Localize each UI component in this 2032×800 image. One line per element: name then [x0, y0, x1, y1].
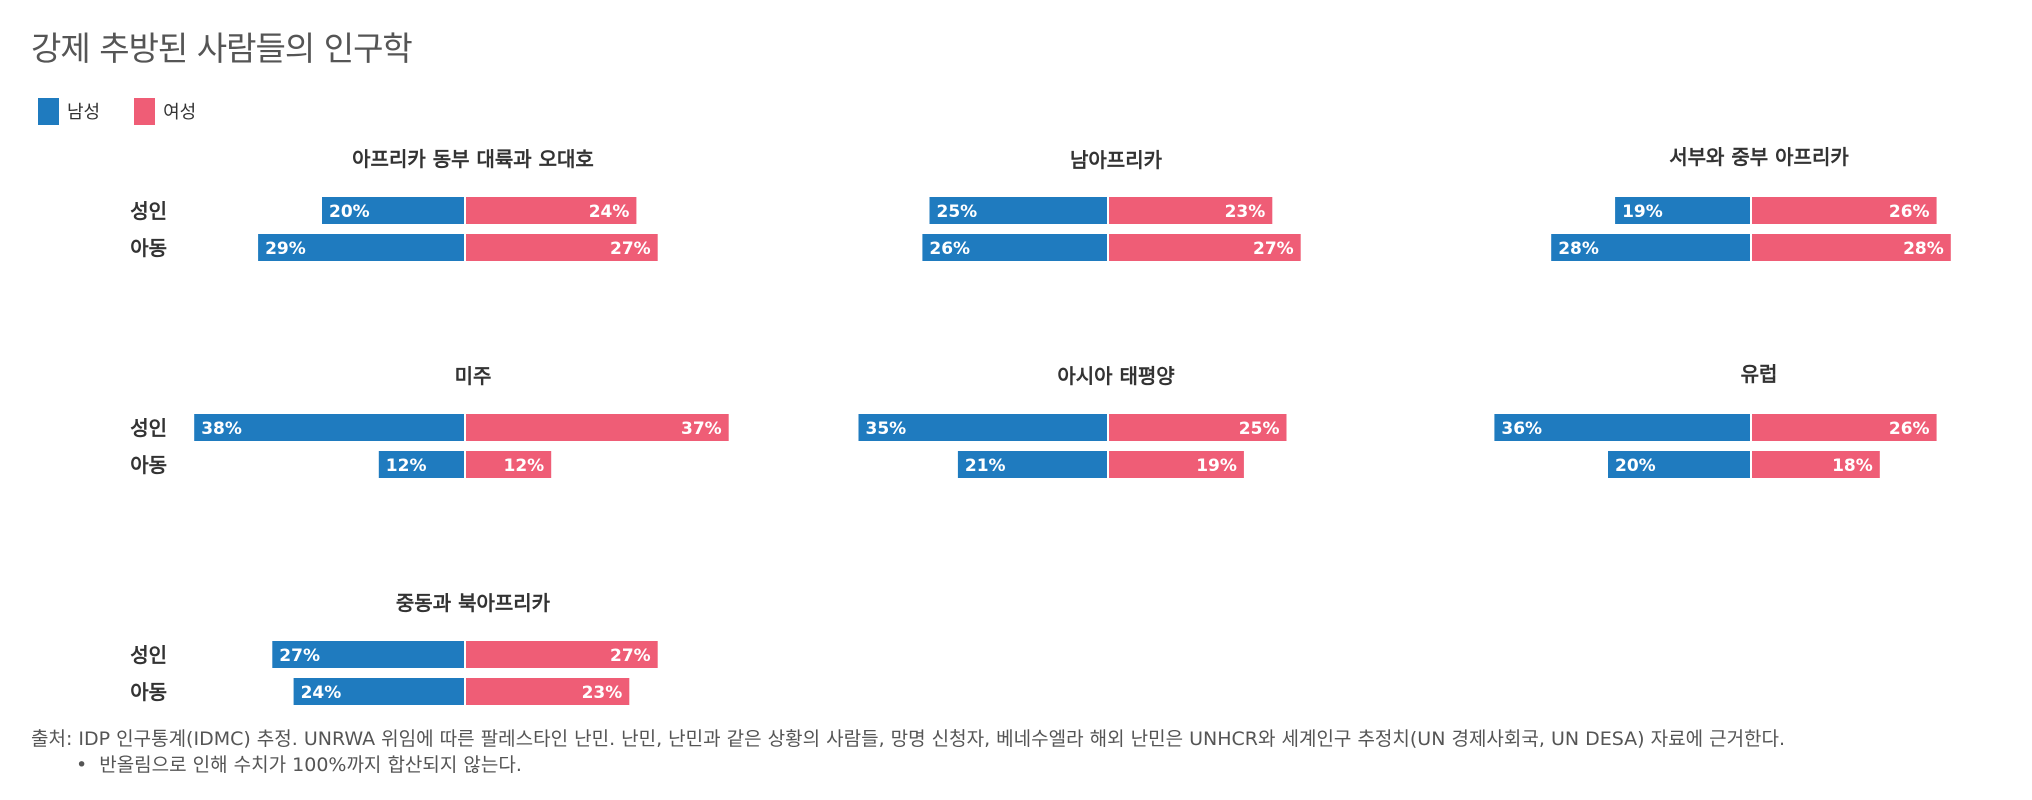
- rounding-note-text: 반올림으로 인해 수치가 100%까지 합산되지 않는다.: [99, 754, 522, 776]
- bar-male: [293, 678, 464, 705]
- bar-male: [322, 197, 464, 224]
- bar-male: [272, 641, 464, 668]
- bar-male: [1551, 234, 1750, 261]
- bar-label-male: 12%: [386, 456, 427, 476]
- legend-swatch-female: [134, 97, 156, 125]
- bar-label-female: 28%: [1903, 239, 1944, 259]
- panel-title: 아프리카 동부 대륙과 오대호: [352, 147, 594, 171]
- bar-label-female: 23%: [582, 683, 623, 703]
- bar-male: [957, 451, 1107, 478]
- bar-label-female: 23%: [1225, 202, 1266, 222]
- panel-title: 남아프리카: [1070, 148, 1163, 172]
- bar-label-male: 21%: [965, 456, 1006, 476]
- bar-male: [258, 234, 464, 261]
- panel-3: 서부와 중부 아프리카 19% 26% 28% 28%: [1551, 145, 1951, 261]
- bar-label-female: 12%: [503, 456, 544, 476]
- panel-title: 중동과 북아프리카: [396, 591, 551, 615]
- bar-female: [466, 197, 637, 224]
- bar-label-male: 35%: [866, 419, 907, 439]
- bar-label-female: 26%: [1889, 419, 1930, 439]
- bar-label-male: 25%: [937, 202, 978, 222]
- bar-female: [1752, 451, 1880, 478]
- bar-female: [466, 451, 552, 478]
- bar-female: [1109, 197, 1273, 224]
- bar-label-female: 27%: [1253, 239, 1294, 259]
- panel-6: 유럽 36% 26% 20% 18%: [1494, 362, 1937, 478]
- bar-label-male: 24%: [301, 683, 342, 703]
- bar-label-male: 29%: [265, 239, 306, 259]
- bar-label-male: 36%: [1501, 419, 1542, 439]
- bar-label-male: 28%: [1558, 239, 1599, 259]
- panel-title: 미주: [455, 364, 492, 388]
- bar-label-male: 20%: [1615, 456, 1656, 476]
- bar-label-male: 19%: [1622, 202, 1663, 222]
- bar-male: [929, 197, 1107, 224]
- bar-male: [858, 414, 1107, 441]
- bar-male: [922, 234, 1107, 261]
- legend-item-female: 여성: [134, 97, 197, 125]
- row-label-child: 아동: [130, 453, 167, 477]
- bar-female: [466, 414, 729, 441]
- bar-male: [378, 451, 464, 478]
- panel-title: 유럽: [1741, 362, 1778, 386]
- row-label-child: 아동: [130, 680, 167, 704]
- row-label-adult: 성인: [130, 643, 167, 667]
- bar-female: [466, 234, 658, 261]
- bar-female: [466, 641, 658, 668]
- bar-label-female: 18%: [1832, 456, 1873, 476]
- bar-male: [1615, 197, 1750, 224]
- panel-title: 아시아 태평양: [1057, 364, 1175, 388]
- bar-female: [1109, 234, 1301, 261]
- panel-5: 아시아 태평양 35% 25% 21% 19%: [858, 364, 1287, 478]
- legend-item-male: 남성: [38, 97, 101, 125]
- legend: 남성 여성: [38, 97, 230, 125]
- bar-female: [1752, 234, 1951, 261]
- bar-female: [1752, 414, 1937, 441]
- panel-2: 남아프리카 25% 23% 26% 27%: [922, 148, 1301, 261]
- bar-male: [1494, 414, 1750, 441]
- bar-female: [1109, 414, 1287, 441]
- legend-label-female: 여성: [163, 102, 197, 123]
- bar-female: [1109, 451, 1244, 478]
- bar-male: [194, 414, 464, 441]
- row-label-child: 아동: [130, 236, 167, 260]
- bar-female: [1752, 197, 1937, 224]
- row-label-adult: 성인: [130, 416, 167, 440]
- bar-label-female: 24%: [589, 202, 630, 222]
- bar-label-male: 38%: [201, 419, 242, 439]
- bar-label-female: 26%: [1889, 202, 1930, 222]
- bullet-icon: •: [76, 754, 88, 776]
- bar-male: [1608, 451, 1750, 478]
- legend-label-male: 남성: [67, 102, 101, 123]
- rounding-note: • 반올림으로 인해 수치가 100%까지 합산되지 않는다.: [76, 750, 522, 777]
- bar-label-male: 20%: [329, 202, 370, 222]
- bar-female: [466, 678, 630, 705]
- source-note: 출처: IDP 인구통계(IDMC) 추정. UNRWA 위임에 따른 팔레스타…: [31, 728, 1786, 750]
- bar-label-female: 19%: [1196, 456, 1237, 476]
- bar-label-female: 37%: [681, 419, 722, 439]
- bar-label-female: 27%: [610, 646, 651, 666]
- bar-label-female: 27%: [610, 239, 651, 259]
- bar-label-male: 27%: [279, 646, 320, 666]
- bar-label-female: 25%: [1239, 419, 1280, 439]
- panel-title: 서부와 중부 아프리카: [1669, 145, 1849, 169]
- row-label-adult: 성인: [130, 199, 167, 223]
- legend-swatch-male: [38, 97, 59, 125]
- chart-title: 강제 추방된 사람들의 인구학: [31, 29, 413, 68]
- bar-label-male: 26%: [929, 239, 970, 259]
